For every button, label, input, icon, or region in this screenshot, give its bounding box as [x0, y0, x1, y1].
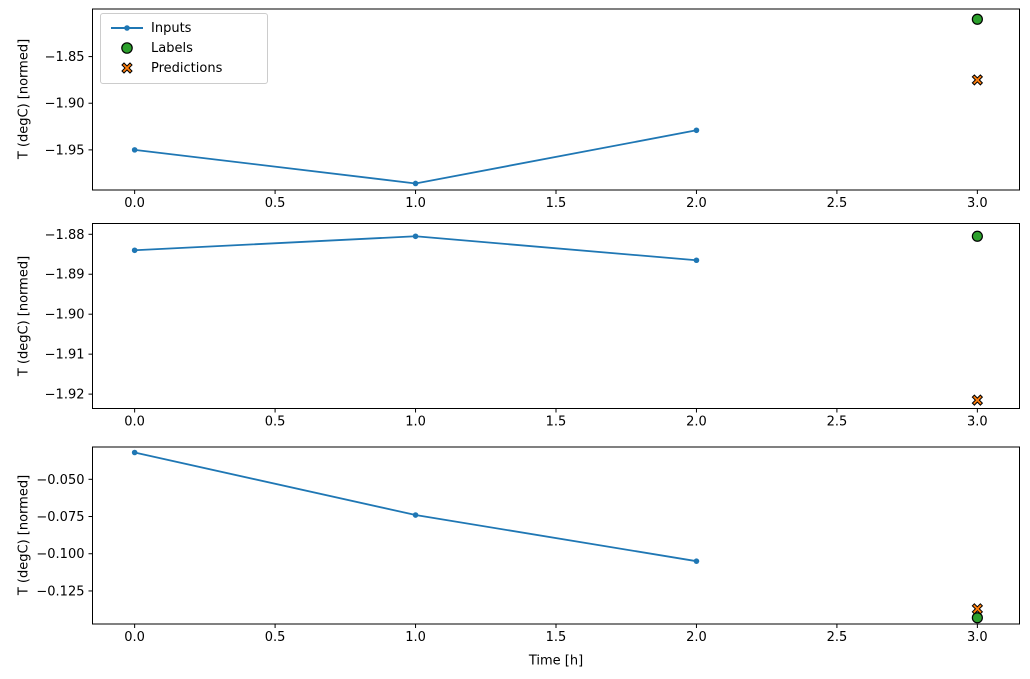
x-tick-label: 1.0 — [405, 196, 426, 211]
y-tick-label: −1.89 — [45, 268, 85, 283]
inputs-point — [693, 257, 700, 264]
prediction-point — [971, 74, 984, 86]
y-tick-label: −1.90 — [45, 308, 85, 323]
x-tick-label: 0.0 — [124, 630, 145, 645]
inputs-line — [134, 451, 697, 563]
x-tick-label: 3.0 — [967, 630, 988, 645]
x-tick-label: 3.0 — [967, 414, 988, 429]
inputs-point — [131, 147, 138, 153]
legend-label-predictions: Predictions — [151, 60, 223, 76]
x-tick-label: 2.0 — [686, 414, 707, 429]
x-tick-label: 1.0 — [405, 414, 426, 429]
x-tick-label: 0.5 — [265, 414, 286, 429]
y-tick-label: −1.92 — [45, 388, 85, 403]
y-tick-label: −1.88 — [45, 228, 85, 243]
subplot-3: 0.0 0.5 1.0 1.5 2.0 2.5 3.0 −0.050 −0.075 −0.100 −… — [36, 446, 1020, 645]
legend-item-predictions: Predictions — [109, 58, 259, 78]
prediction-point — [971, 394, 984, 406]
y-tick-label: −0.100 — [36, 547, 84, 562]
legend-label-inputs: Inputs — [151, 20, 192, 36]
subplot-1: 0.0 0.5 1.0 1.5 2.0 2.5 3.0 −1.85 −1.90 −1.95 — [45, 8, 1020, 211]
inputs-point — [693, 558, 700, 564]
inputs-point — [131, 449, 138, 456]
x-tick-label: 1.5 — [546, 196, 567, 211]
label-point — [971, 230, 983, 242]
x-tick-label: 0.0 — [124, 414, 145, 429]
legend: Inputs Labels Predictions — [100, 13, 268, 84]
y-tick-label: −0.125 — [36, 584, 84, 599]
inputs-point — [412, 180, 419, 187]
x-tick-label: 1.5 — [546, 414, 567, 429]
inputs-point — [693, 127, 700, 134]
x-tick-label: 2.5 — [827, 196, 848, 211]
inputs-point — [412, 233, 419, 240]
x-tick-label: 2.5 — [827, 414, 848, 429]
legend-label-labels: Labels — [151, 40, 193, 56]
legend-item-inputs: Inputs — [109, 18, 259, 38]
y-axis-label-subplot-1: T (degC) [normed] — [16, 38, 32, 160]
label-point — [971, 612, 983, 624]
label-point — [971, 13, 983, 25]
x-tick-label: 1.0 — [405, 630, 426, 645]
inputs-line — [134, 235, 697, 262]
y-tick-label: −1.91 — [45, 348, 85, 363]
inputs-line-icon — [109, 21, 145, 35]
y-tick-label: −1.85 — [45, 50, 85, 65]
x-tick-label: 0.5 — [265, 196, 286, 211]
x-tick-label: 2.5 — [827, 630, 848, 645]
y-tick-label: −0.050 — [36, 473, 84, 488]
labels-circle-icon — [109, 40, 145, 56]
inputs-point — [131, 247, 138, 254]
axes-frame — [92, 223, 1020, 409]
y-tick-label: −0.075 — [36, 510, 84, 525]
x-tick-label: 2.0 — [686, 196, 707, 211]
x-tick-label: 2.0 — [686, 630, 707, 645]
x-axis-label: Time [h] — [528, 653, 584, 669]
x-tick-label: 0.0 — [124, 196, 145, 211]
y-tick-label: −1.90 — [45, 97, 85, 112]
prediction-point — [971, 603, 984, 615]
inputs-point — [412, 512, 419, 518]
predictions-x-icon — [109, 60, 145, 76]
x-tick-label: 3.0 — [967, 196, 988, 211]
y-axis-label-subplot-2: T (degC) [normed] — [16, 255, 32, 377]
x-tick-label: 1.5 — [546, 630, 567, 645]
x-tick-label: 0.5 — [265, 630, 286, 645]
subplot-2: 0.0 0.5 1.0 1.5 2.0 2.5 3.0 −1.88 −1.89 −1.90 −1.9… — [45, 223, 1020, 429]
legend-item-labels: Labels — [109, 38, 259, 58]
inputs-line — [134, 129, 697, 185]
y-tick-label: −1.95 — [45, 143, 85, 158]
y-axis-label-subplot-3: T (degC) [normed] — [16, 474, 32, 596]
